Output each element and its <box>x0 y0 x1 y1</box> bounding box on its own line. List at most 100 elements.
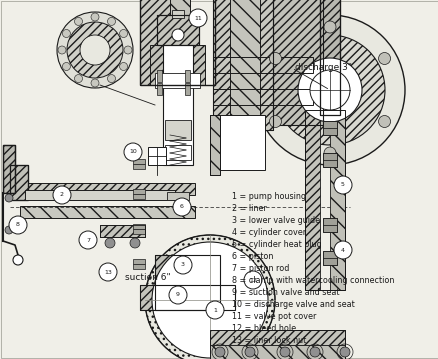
Text: 3: 3 <box>180 262 184 267</box>
Bar <box>100 225 145 237</box>
Text: 2 = liner: 2 = liner <box>231 204 266 213</box>
Circle shape <box>130 238 140 248</box>
Bar <box>133 259 145 264</box>
Text: discharge 3": discharge 3" <box>294 64 351 73</box>
Text: 7: 7 <box>86 238 90 242</box>
Text: 2: 2 <box>60 192 64 197</box>
Circle shape <box>339 347 349 357</box>
Bar <box>140 285 234 310</box>
Circle shape <box>189 9 207 27</box>
Bar <box>165 120 191 140</box>
Circle shape <box>119 29 127 37</box>
Circle shape <box>67 22 123 78</box>
Bar <box>219 115 265 170</box>
Bar <box>172 10 184 18</box>
Bar <box>212 57 312 73</box>
Circle shape <box>333 176 351 194</box>
Circle shape <box>297 58 361 122</box>
Bar <box>322 121 336 135</box>
Bar <box>322 251 336 265</box>
Circle shape <box>378 116 390 127</box>
Bar <box>209 115 219 175</box>
Circle shape <box>5 194 13 202</box>
Bar <box>212 89 312 105</box>
Circle shape <box>5 226 13 234</box>
Bar <box>322 251 336 258</box>
Bar <box>140 0 182 85</box>
Circle shape <box>323 147 335 159</box>
Bar <box>304 110 319 290</box>
Bar <box>209 115 219 175</box>
Circle shape <box>205 301 223 319</box>
Text: 5: 5 <box>340 182 344 187</box>
Text: 1 = pump housing: 1 = pump housing <box>231 192 305 201</box>
Text: 4 = cylinder cover: 4 = cylinder cover <box>231 228 305 237</box>
Text: 9: 9 <box>176 293 180 298</box>
Circle shape <box>279 347 290 357</box>
Text: 10: 10 <box>129 149 137 154</box>
Bar <box>157 15 198 45</box>
Circle shape <box>269 116 281 127</box>
Circle shape <box>269 52 281 65</box>
Text: 8: 8 <box>16 223 20 228</box>
Bar <box>20 183 194 195</box>
Bar <box>319 0 339 115</box>
Bar <box>140 285 234 310</box>
Circle shape <box>79 231 97 249</box>
Bar <box>165 145 191 160</box>
Text: 4: 4 <box>340 247 344 252</box>
Bar <box>212 0 272 130</box>
Circle shape <box>107 75 115 83</box>
Bar <box>322 160 336 167</box>
Bar <box>322 121 336 128</box>
Text: 12 = bleed hole: 12 = bleed hole <box>231 324 296 333</box>
Text: 1: 1 <box>212 308 216 312</box>
Bar <box>209 330 344 345</box>
Text: 8 = clamp with watercooling connection: 8 = clamp with watercooling connection <box>231 276 393 285</box>
Bar <box>155 255 219 310</box>
Bar <box>3 145 15 193</box>
Circle shape <box>309 347 319 357</box>
Bar <box>209 345 344 359</box>
Circle shape <box>152 242 267 358</box>
Text: suction 6": suction 6" <box>125 274 170 283</box>
Circle shape <box>9 216 27 234</box>
Circle shape <box>173 198 191 216</box>
Bar <box>322 128 336 135</box>
Circle shape <box>169 286 187 304</box>
Bar <box>184 70 190 82</box>
Text: 10 = discharge valve and seat: 10 = discharge valve and seat <box>231 300 354 309</box>
Circle shape <box>99 263 117 281</box>
Circle shape <box>57 12 133 88</box>
Bar <box>157 15 198 45</box>
Bar <box>20 206 194 218</box>
Circle shape <box>91 13 99 21</box>
Text: 11: 11 <box>194 15 201 20</box>
Bar <box>272 0 322 125</box>
Circle shape <box>323 21 335 33</box>
Bar <box>133 159 145 164</box>
Bar <box>150 45 205 85</box>
Circle shape <box>13 255 23 265</box>
Text: 3 = lower valve guide: 3 = lower valve guide <box>231 216 319 225</box>
Circle shape <box>145 235 274 359</box>
Circle shape <box>124 143 141 161</box>
Text: 9 = suction valve and seat: 9 = suction valve and seat <box>231 288 339 297</box>
Text: 13: 13 <box>104 270 112 275</box>
Bar <box>133 164 145 169</box>
Bar <box>322 218 336 232</box>
Bar <box>322 153 336 160</box>
Bar <box>272 0 322 125</box>
Bar <box>322 225 336 232</box>
Bar <box>133 189 145 194</box>
Circle shape <box>173 256 191 274</box>
Bar <box>212 0 272 130</box>
Bar <box>166 192 189 200</box>
Circle shape <box>244 271 261 289</box>
Text: 7 = piston rod: 7 = piston rod <box>231 264 289 273</box>
Circle shape <box>80 35 110 65</box>
Bar <box>10 165 28 200</box>
Text: 5 = cylinder heat plug: 5 = cylinder heat plug <box>231 240 321 249</box>
Bar <box>10 165 28 200</box>
Circle shape <box>74 18 82 25</box>
